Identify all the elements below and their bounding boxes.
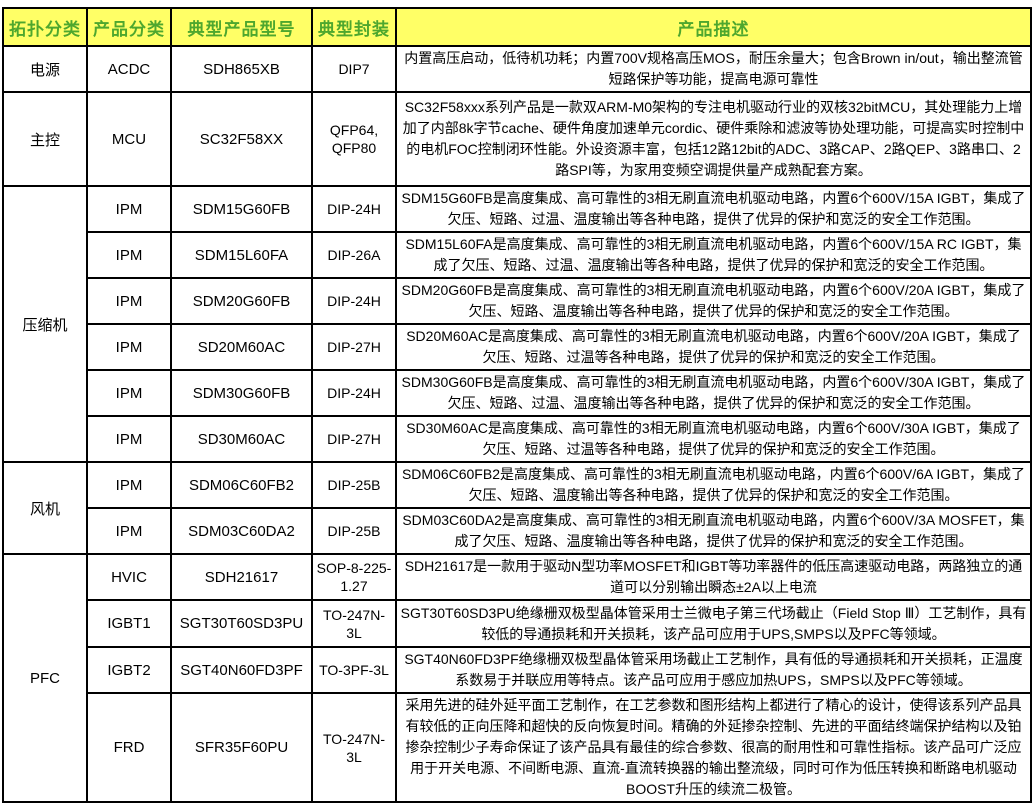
package-cell: DIP-27H — [311, 323, 397, 371]
model-cell: SGT30T60SD3PU — [170, 599, 313, 648]
description-cell: SGT30T60SD3PU绝缘栅双极型晶体管采用士兰微电子第三代场截止（Fiel… — [395, 599, 1032, 648]
header-category: 产品分类 — [86, 7, 172, 47]
package-cell: QFP64, QFP80 — [311, 91, 397, 187]
package-cell: DIP-24H — [311, 185, 397, 233]
table-row: IPM SDM30G60FB DIP-24H SDM30G60FB是高度集成、高… — [3, 369, 1032, 417]
table-row: FRD SFR35F60PU TO-247N-3L 采用先进的硅外延平面工艺制作… — [3, 692, 1032, 803]
header-description: 产品描述 — [395, 7, 1032, 47]
model-cell: SDM20G60FB — [170, 277, 313, 325]
model-cell: SDH21617 — [170, 553, 313, 601]
package-cell: TO-247N-3L — [311, 692, 397, 803]
table-row: PFC HVIC SDH21617 SOP-8-225-1.27 SDH2161… — [2, 553, 1032, 803]
header-row: 拓扑分类 产品分类 典型产品型号 典型封装 产品描述 — [2, 7, 1032, 47]
category-cell: ACDC — [86, 45, 172, 93]
category-cell: IPM — [86, 323, 172, 371]
table-row: 风机 IPM SDM06C60FB2 DIP-25B SDM06C60FB2是高… — [2, 461, 1032, 555]
model-cell: SDM03C60DA2 — [170, 507, 313, 555]
table-row: IPM SDM20G60FB DIP-24H SDM20G60FB是高度集成、高… — [3, 277, 1032, 325]
package-cell: DIP7 — [311, 45, 397, 93]
model-cell: SDH865XB — [170, 45, 313, 93]
table-row: IPM SDM15L60FA DIP-26A SDM15L60FA是高度集成、高… — [3, 231, 1032, 279]
model-cell: SC32F58XX — [170, 91, 313, 187]
description-cell: 内置高压启动，低待机功耗；内置700V规格高压MOS，耐压余量大；包含Brown… — [395, 45, 1032, 93]
topology-cell: 电源 — [2, 45, 88, 93]
package-cell: SOP-8-225-1.27 — [311, 553, 397, 601]
category-cell: IPM — [86, 415, 172, 463]
model-cell: SDM30G60FB — [170, 369, 313, 417]
package-cell: DIP-24H — [311, 369, 397, 417]
description-cell: SDM15L60FA是高度集成、高可靠性的3相无刷直流电机驱动电路，内置6个60… — [395, 231, 1032, 279]
table-row: IPM SD30M60AC DIP-27H SD30M60AC是高度集成、高可靠… — [3, 415, 1032, 463]
description-cell: SD30M60AC是高度集成、高可靠性的3相无刷直流电机驱动电路，内置6个600… — [395, 415, 1032, 463]
topology-cell: 风机 — [2, 461, 88, 555]
model-cell: SDM15L60FA — [170, 231, 313, 279]
category-cell: IGBT2 — [86, 646, 172, 694]
package-cell: TO-247N-3L — [311, 599, 397, 648]
category-cell: IPM — [86, 507, 172, 555]
table-row: 压缩机 IPM SDM15G60FB DIP-24H SDM15G60FB是高度… — [2, 185, 1032, 463]
package-cell: DIP-24H — [311, 277, 397, 325]
package-cell: DIP-25B — [311, 507, 397, 555]
description-cell: SDM30G60FB是高度集成、高可靠性的3相无刷直流电机驱动电路，内置6个60… — [395, 369, 1032, 417]
table-row: IPM SD20M60AC DIP-27H SD20M60AC是高度集成、高可靠… — [3, 323, 1032, 371]
topology-cell: 主控 — [2, 91, 88, 187]
description-cell: SDM03C60DA2是高度集成、高可靠性的3相无刷直流电机驱动电路，内置6个6… — [395, 507, 1032, 555]
table-row: 电源 ACDC SDH865XB DIP7 内置高压启动，低待机功耗；内置700… — [2, 45, 1032, 93]
description-cell: SD20M60AC是高度集成、高可靠性的3相无刷直流电机驱动电路，内置6个600… — [395, 323, 1032, 371]
model-cell: SGT40N60FD3PF — [170, 646, 313, 694]
category-cell: IPM — [86, 369, 172, 417]
table-row: 主控 MCU SC32F58XX QFP64, QFP80 SC32F58xxx… — [2, 91, 1032, 187]
package-cell: DIP-26A — [311, 231, 397, 279]
category-cell: IGBT1 — [86, 599, 172, 648]
table-row: IPM SDM03C60DA2 DIP-25B SDM03C60DA2是高度集成… — [3, 507, 1032, 555]
description-cell: SDM15G60FB是高度集成、高可靠性的3相无刷直流电机驱动电路，内置6个60… — [395, 185, 1032, 233]
package-cell: DIP-27H — [311, 415, 397, 463]
model-cell: SDM15G60FB — [170, 185, 313, 233]
description-cell: SC32F58xxx系列产品是一款双ARM-M0架构的专注电机驱动行业的双核32… — [395, 91, 1032, 187]
topology-cell: PFC — [2, 553, 88, 803]
category-cell: IPM — [86, 277, 172, 325]
package-cell: TO-3PF-3L — [311, 646, 397, 694]
table-row: IGBT1 SGT30T60SD3PU TO-247N-3L SGT30T60S… — [3, 599, 1032, 648]
description-cell: 采用先进的硅外延平面工艺制作，在工艺参数和图形结构上都进行了精心的设计，使得该系… — [395, 692, 1032, 803]
description-cell: SGT40N60FD3PF绝缘栅双极型晶体管采用场截止工艺制作，具有低的导通损耗… — [395, 646, 1032, 694]
category-cell: HVIC — [86, 553, 172, 601]
table-row: IGBT2 SGT40N60FD3PF TO-3PF-3L SGT40N60FD… — [3, 646, 1032, 694]
description-cell: SDM06C60FB2是高度集成、高可靠性的3相无刷直流电机驱动电路，内置6个6… — [395, 461, 1032, 509]
category-cell: FRD — [86, 692, 172, 803]
header-package: 典型封装 — [311, 7, 397, 47]
category-cell: IPM — [86, 185, 172, 233]
model-cell: SFR35F60PU — [170, 692, 313, 803]
model-cell: SDM06C60FB2 — [170, 461, 313, 509]
description-cell: SDH21617是一款用于驱动N型功率MOSFET和IGBT等功率器件的低压高速… — [395, 553, 1032, 601]
category-cell: IPM — [86, 461, 172, 509]
model-cell: SD20M60AC — [170, 323, 313, 371]
topology-cell: 压缩机 — [2, 185, 88, 463]
category-cell: MCU — [86, 91, 172, 187]
header-topology: 拓扑分类 — [2, 7, 88, 47]
category-cell: IPM — [86, 231, 172, 279]
package-cell: DIP-25B — [311, 461, 397, 509]
product-spec-table: 拓扑分类 产品分类 典型产品型号 典型封装 产品描述 电源 ACDC SDH86… — [2, 7, 1032, 803]
model-cell: SD30M60AC — [170, 415, 313, 463]
description-cell: SDM20G60FB是高度集成、高可靠性的3相无刷直流电机驱动电路，内置6个60… — [395, 277, 1032, 325]
header-model: 典型产品型号 — [170, 7, 313, 47]
